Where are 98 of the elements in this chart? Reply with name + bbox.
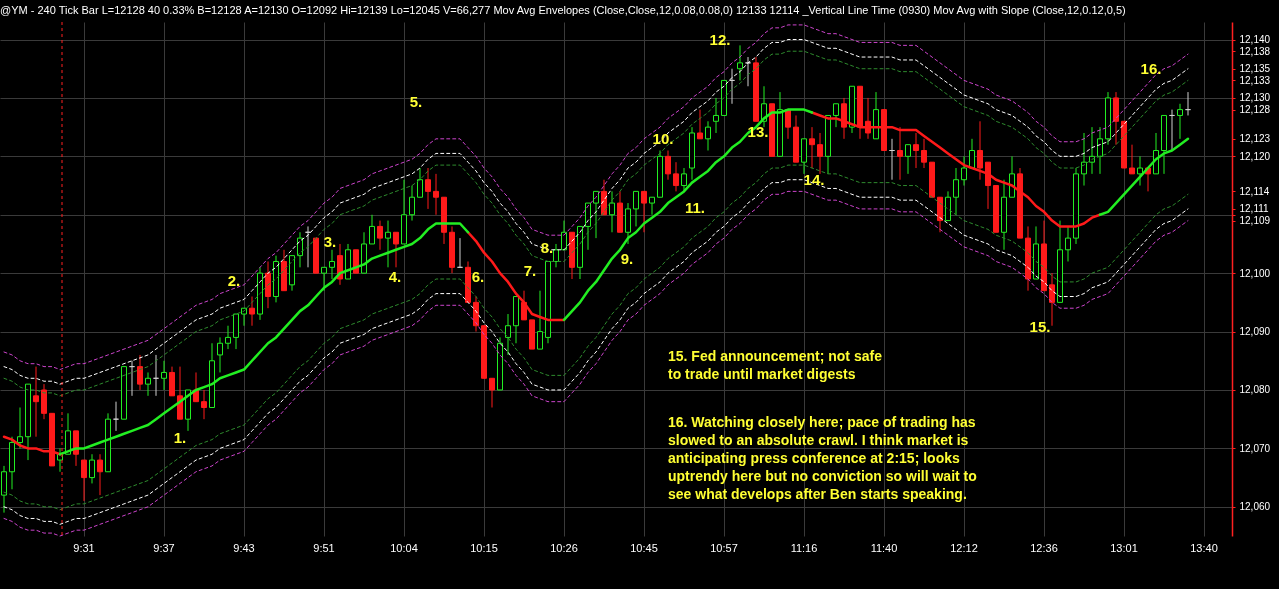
annotation: 2.: [227, 272, 241, 289]
x-tick-label: 10:57: [710, 541, 738, 554]
x-tick-label: 10:26: [550, 541, 578, 554]
candlestick: [1065, 225, 1071, 262]
y-tick-label: 12,133: [1239, 74, 1271, 86]
annotation: 12.: [709, 31, 731, 48]
y-tick-label: 12,140: [1239, 34, 1271, 46]
candlestick: [1009, 155, 1015, 198]
candlestick: [489, 377, 495, 408]
annotation: 6.: [471, 268, 485, 285]
annotation: 16. Watching closely here; pace of trading has slowed to an absolute crawl. I think market is anticipating press conference at 2:15; looks uptrendy here but no conviction so will wait to see what develops after Ben starts speaking.: [668, 414, 977, 502]
x-tick-label: 12:36: [1030, 541, 1058, 554]
x-tick-label: 11:40: [870, 541, 898, 554]
candlestick: [89, 453, 95, 484]
y-tick-label: 12,130: [1239, 92, 1271, 104]
x-tick-label: 10:04: [390, 541, 418, 554]
annotation: 15. Fed announcement; not safe to trade until market digests: [668, 348, 883, 382]
candlestick: [201, 389, 207, 420]
y-tick-label: 12,111: [1239, 203, 1270, 215]
candlestick: [41, 383, 47, 420]
candlestick: [505, 313, 511, 356]
annotation: 1.: [173, 429, 187, 446]
candlestick: [73, 430, 79, 467]
y-tick-label: 12,138: [1239, 45, 1271, 57]
annotation: 3.: [323, 233, 337, 250]
annotation: 15.: [1029, 318, 1051, 335]
annotation: 13.: [747, 123, 769, 140]
x-tick-label: 9:51: [313, 541, 335, 554]
x-tick-label: 13:01: [1110, 541, 1138, 554]
annotation: 16.: [1140, 60, 1162, 77]
y-tick-label: 12,070: [1239, 442, 1271, 454]
candlestick: [737, 44, 743, 81]
candlestick: [329, 249, 335, 280]
candlestick: [977, 120, 983, 181]
x-tick-label: 9:31: [73, 541, 95, 554]
annotation: 7.: [523, 262, 537, 279]
y-tick-label: 12,120: [1239, 150, 1271, 162]
annotation: 9.: [620, 250, 634, 267]
candlestick: [169, 366, 175, 397]
candlestick: [417, 167, 423, 198]
annotation: 11.: [684, 199, 706, 216]
y-tick-label: 12,100: [1239, 267, 1271, 279]
candlestick: [913, 132, 919, 169]
candlestick: [161, 360, 167, 391]
candlestick: [33, 366, 39, 438]
candlestick: [817, 132, 823, 175]
x-tick-label: 11:16: [790, 541, 818, 554]
candlestick: [145, 371, 151, 397]
candlestick: [369, 214, 375, 245]
candlestick: [249, 296, 255, 327]
annotation: 4.: [388, 268, 402, 285]
annotation: 5.: [409, 93, 423, 110]
candlestick: [377, 220, 383, 251]
x-tick-label: 13:40: [1190, 541, 1218, 554]
candlestick: [969, 138, 975, 169]
x-tick-label: 10:15: [470, 541, 498, 554]
candlestick: [265, 260, 271, 309]
annotation: 8.: [540, 239, 554, 256]
candlestick: [81, 459, 87, 502]
candlestick: [953, 167, 959, 216]
candlestick: [1113, 91, 1119, 146]
candlestick: [905, 144, 911, 175]
y-tick-label: 12,114: [1239, 185, 1270, 197]
candlestick: [393, 231, 399, 268]
annotation: 14.: [803, 171, 825, 188]
candlestick: [321, 266, 327, 292]
candlestick: [17, 407, 23, 449]
y-tick-label: 12,135: [1239, 63, 1271, 75]
y-tick-label: 12,080: [1239, 384, 1271, 396]
x-tick-label: 12:12: [950, 541, 978, 554]
candlestick: [137, 354, 143, 391]
candlestick: [425, 167, 431, 210]
candlestick: [409, 185, 415, 222]
candlestick: [97, 453, 103, 496]
candlestick: [945, 190, 951, 222]
candlestick: [897, 126, 903, 181]
x-tick-label: 9:43: [233, 541, 255, 554]
candlestick: [921, 138, 927, 169]
y-tick-label: 12,109: [1239, 215, 1271, 227]
candlestick: [233, 313, 239, 350]
candlestick: [1081, 132, 1087, 187]
annotation: 10.: [652, 130, 674, 147]
y-tick-label: 12,060: [1239, 501, 1271, 513]
candlestick: [337, 243, 343, 286]
x-tick-label: 9:37: [153, 541, 175, 554]
candlestick: [1049, 272, 1055, 327]
candlestick: [961, 155, 967, 187]
chart-title: @YM - 240 Tick Bar L=12128 40 0.33% B=12128 A=12130 O=12092 Hi=12139 Lo=12045 V=66,277 Mov Avg Envelopes (Close,Close,12,0.08,0.08,0) 12133 12114 _Vertical Line Time (0930) Mov Avg with Slope (Close,12,0.12,0,5): [0, 3, 1126, 16]
candlestick: [433, 173, 439, 216]
candlestick: [833, 103, 839, 128]
y-tick-label: 12,123: [1239, 133, 1271, 145]
candlestick: [177, 366, 183, 420]
y-tick-label: 12,128: [1239, 104, 1271, 116]
candlestick: [217, 336, 223, 373]
y-tick-label: 12,090: [1239, 326, 1271, 338]
candlestick: [1177, 103, 1183, 140]
candlestick: [225, 325, 231, 350]
x-tick-label: 10:45: [630, 541, 658, 554]
